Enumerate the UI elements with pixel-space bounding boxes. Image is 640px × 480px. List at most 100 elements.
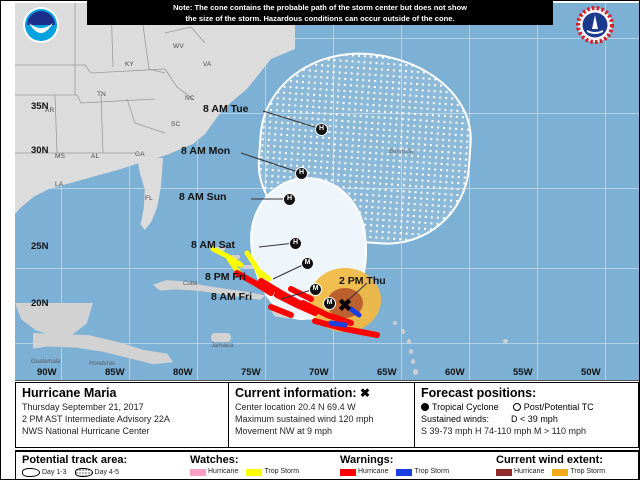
wind-scale-line: S 39-73 mph H 74-110 mph M > 110 mph — [421, 426, 587, 436]
island-lesser-antilles — [411, 359, 415, 364]
state-borders — [15, 3, 206, 154]
gridline-lon-85w — [129, 3, 130, 380]
lon-tick-85w: 85W — [105, 367, 125, 378]
cone-day4-5-icon — [74, 468, 93, 477]
sustained-winds-label: Sustained winds: — [421, 414, 490, 424]
map-label-ga: GA — [135, 151, 145, 158]
legend-label-day1-3: Day 1-3 — [42, 468, 67, 476]
map-label-al: AL — [91, 153, 100, 160]
gridline-lat-35n — [15, 38, 639, 39]
island-lesser-antilles — [503, 339, 508, 343]
map-label-honduras: Honduras — [89, 361, 116, 367]
maximum-sustained-wind: Maximum sustained wind 120 mph — [235, 414, 374, 424]
current-position-x-icon-legend: ✖ — [360, 386, 371, 400]
map-label-tn: TN — [97, 91, 107, 98]
map-label-ky: KY — [125, 61, 135, 68]
legend-item-ts-warning: Trop Storm — [396, 468, 449, 476]
time-label-8am-sun: 8 AM Sun — [179, 191, 227, 203]
time-label-8am-sat: 8 AM Sat — [191, 239, 235, 251]
map-label-sc: SC — [171, 121, 181, 128]
forecast-position-8pm-fri[interactable]: M — [301, 257, 314, 270]
storm-name: Hurricane Maria — [22, 386, 117, 400]
hurricane-warning-swatch — [340, 468, 356, 476]
island-lesser-antilles — [393, 321, 397, 325]
legend-potential-track: Potential track area: Day 1-3 Day 4-5 — [16, 452, 184, 479]
map-label-ms: MS — [55, 153, 66, 160]
forecast-position-category: M — [312, 285, 319, 292]
gridline-lon-55w — [537, 3, 538, 380]
legend-item-hurricane-warning: Hurricane — [340, 468, 388, 476]
nhc-logo — [576, 6, 614, 44]
label-leader-lines — [240, 110, 368, 304]
map-label-cuba: Cuba — [183, 281, 198, 287]
gridline-lon-50w — [605, 3, 606, 380]
time-label-8am-mon: 8 AM Mon — [181, 145, 231, 157]
trop-storm-warning-swatch — [396, 468, 413, 476]
lat-tick-35n: 35N — [31, 101, 49, 112]
gridline-lat-15n — [15, 343, 639, 344]
legend-label-hurricane-warning: Hurricane — [358, 468, 389, 475]
forecast-position-category: H — [298, 169, 305, 176]
lat-tick-30n: 30N — [31, 145, 49, 156]
sustained-winds-row: Sustained winds: D < 39 mph — [421, 413, 632, 425]
center-location: Center location 20.4 N 69.4 W — [235, 402, 356, 412]
time-label-8am-fri: 8 AM Fri — [211, 291, 253, 303]
forecast-position-8am-sun[interactable]: H — [283, 193, 296, 206]
tropical-cyclone-label: Tropical Cyclone — [432, 402, 499, 412]
map-label-la: LA — [55, 181, 64, 188]
map-label-nc: NC — [185, 95, 195, 102]
depression-scale-label: D < 39 mph — [511, 414, 558, 424]
legend-item-ts-wind: Trop Storm — [552, 468, 605, 476]
coastal-warning-strokes — [210, 246, 380, 338]
legend-potential-track-title: Potential track area: — [22, 454, 128, 466]
forecast-map[interactable]: KY WV VA TN NC SC GA AL MS FL AR LA Cuba… — [15, 3, 639, 381]
island-bahama — [215, 247, 225, 251]
legend-warnings: Warnings: Hurricane Trop Storm — [334, 452, 490, 479]
trop-storm-watch-swatch — [246, 468, 263, 476]
time-label-8am-tue: 8 AM Tue — [203, 103, 249, 115]
forecast-position-8am-mon[interactable]: H — [295, 167, 308, 180]
forecast-position-category: H — [286, 195, 293, 202]
lat-tick-20n: 20N — [31, 298, 49, 309]
legend-label-ts-watch: Trop Storm — [264, 468, 300, 475]
forecast-position-category: H — [292, 239, 299, 246]
island-lesser-antilles — [401, 329, 405, 334]
forecast-position-8am-fri[interactable]: M — [309, 283, 322, 296]
legend-item-hurricane-watch: Hurricane — [190, 468, 238, 476]
cone-day1-3-icon — [22, 468, 40, 477]
map-label-jamaica: Jamaica — [211, 343, 234, 349]
map-label-ar: AR — [45, 107, 55, 114]
storm-date: Thursday September 21, 2017 — [22, 402, 144, 412]
lon-tick-55w: 55W — [513, 367, 533, 378]
island-lesser-antilles — [413, 369, 418, 375]
forecast-position-category: M — [326, 299, 333, 306]
forecast-positions-title: Forecast positions: — [421, 386, 537, 400]
island-bahama — [243, 265, 254, 269]
cone-note-banner: Note: The cone contains the probable pat… — [87, 1, 553, 25]
island-lesser-antilles — [409, 349, 413, 354]
current-position-x-icon: ✖ — [337, 296, 353, 315]
gridline-lon-60w — [469, 3, 470, 380]
storm-agency: NWS National Hurricane Center — [22, 426, 150, 436]
post-potential-tc-label: Post/Potential TC — [523, 402, 594, 412]
map-label-guatemala: Guatemala — [31, 359, 61, 365]
post-potential-tc-icon — [512, 403, 521, 411]
forecast-position-8am-sat[interactable]: H — [289, 237, 302, 250]
noaa-logo — [23, 7, 59, 43]
trop-storm-wind-extent-swatch — [552, 468, 569, 476]
legend-item-day4-5: Day 4-5 — [74, 468, 119, 477]
legend-item-ts-watch: Trop Storm — [246, 468, 299, 476]
legend-warnings-title: Warnings: — [340, 454, 394, 466]
legend-wind-extent: Current wind extent: Hurricane Trop Stor… — [490, 452, 638, 479]
info-panel: Hurricane Maria Thursday September 21, 2… — [15, 382, 639, 448]
legend-wind-extent-title: Current wind extent: — [496, 454, 603, 466]
map-label-va: VA — [203, 61, 212, 68]
forecast-symbol-row: Tropical Cyclone Post/Potential TC — [421, 401, 632, 413]
gridline-lon-90w — [61, 3, 62, 380]
forecast-position-8am-tue[interactable]: H — [315, 123, 328, 136]
forecast-position-2pm-thu[interactable]: M — [323, 297, 336, 310]
current-information-label: Current information: — [235, 386, 357, 400]
lon-tick-60w: 60W — [445, 367, 465, 378]
legend-label-hurricane-watch: Hurricane — [208, 468, 239, 475]
